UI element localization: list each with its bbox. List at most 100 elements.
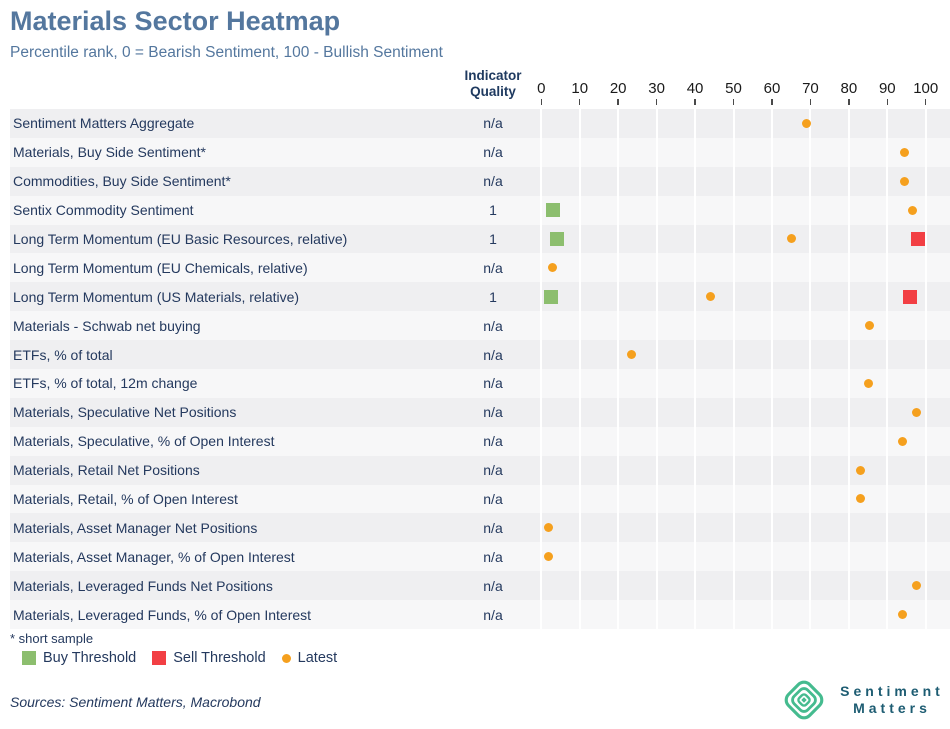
gridline	[655, 195, 658, 225]
indicator-quality-header-line1: Indicator	[464, 68, 522, 83]
x-axis-tick-mark	[732, 99, 735, 105]
gridline	[809, 571, 812, 601]
gridline	[770, 600, 773, 629]
gridline	[617, 426, 620, 456]
x-axis-tick-label: 50	[725, 80, 742, 97]
gridline	[886, 109, 889, 138]
gridline	[655, 340, 658, 369]
row-quality-value: n/a	[483, 404, 503, 421]
footnote: * short sample	[10, 631, 94, 646]
gridline	[617, 571, 620, 601]
gridline	[809, 542, 812, 572]
gridline	[770, 166, 773, 196]
gridline	[578, 397, 581, 427]
gridline	[540, 109, 543, 138]
table-row: Materials, Asset Manager Net Positions n/…	[10, 513, 950, 543]
gridline	[732, 282, 735, 312]
x-axis-tick-label: 80	[840, 80, 858, 97]
legend-label: Buy Threshold	[43, 650, 137, 666]
gridline	[617, 600, 620, 629]
gridline	[578, 224, 581, 254]
row-label: Materials, Retail, % of Open Interest	[13, 490, 238, 507]
gridline	[694, 166, 697, 196]
gridline	[540, 253, 543, 283]
buy-threshold-marker	[545, 203, 560, 218]
gridline	[847, 340, 850, 369]
legend-item: Latest	[281, 650, 338, 666]
gridline	[770, 195, 773, 225]
gridline	[924, 224, 927, 254]
sources-note: Sources: Sentiment Matters, Macrobond	[10, 694, 261, 710]
row-quality-value: n/a	[483, 375, 503, 392]
gridline	[924, 137, 927, 167]
table-row: ETFs, % of total n/a	[10, 340, 950, 369]
row-label: Sentix Commodity Sentiment	[13, 202, 194, 219]
gridline	[809, 455, 812, 485]
gridline	[617, 311, 620, 341]
gridline	[540, 224, 543, 254]
row-quality-value: n/a	[483, 577, 503, 594]
row-label: Materials, Leveraged Funds, % of Open In…	[13, 606, 312, 623]
row-quality-value: n/a	[483, 346, 503, 363]
gridline	[886, 397, 889, 427]
gridline	[617, 282, 620, 312]
latest-marker	[855, 494, 865, 504]
table-row: Long Term Momentum (EU Chemicals, relati…	[10, 253, 950, 283]
gridline	[847, 224, 850, 254]
gridline	[770, 369, 773, 398]
gridline	[924, 426, 927, 456]
gridline	[847, 571, 850, 601]
gridline	[770, 282, 773, 312]
latest-marker	[865, 321, 875, 331]
gridline	[540, 571, 543, 601]
x-axis-tick-label: 20	[609, 80, 627, 97]
row-quality-value: n/a	[483, 462, 503, 479]
gridline	[578, 340, 581, 369]
row-label: Materials, Asset Manager Net Positions	[13, 519, 258, 536]
gridline	[655, 369, 658, 398]
gridline	[694, 109, 697, 138]
row-quality-value: 1	[489, 202, 497, 219]
gridline	[655, 282, 658, 312]
legend: Buy Threshold Sell Threshold Latest	[22, 650, 337, 666]
x-axis-tick-mark	[771, 99, 773, 105]
gridline	[655, 397, 658, 427]
heatmap-rows: Sentiment Matters Aggregate n/a Materials,…	[10, 109, 950, 629]
sell-threshold-marker	[911, 231, 926, 246]
gridline	[847, 311, 850, 341]
gridline	[540, 340, 543, 369]
row-quality-value: n/a	[483, 317, 503, 334]
gridline	[847, 369, 850, 398]
gridline	[924, 455, 927, 485]
logo-wordmark: Sentiment Matters	[833, 683, 950, 717]
sentiment-matters-logo: Sentiment Matters	[783, 679, 950, 721]
gridline	[578, 513, 581, 543]
gridline	[847, 426, 850, 456]
x-axis-tick-label: 60	[763, 80, 781, 97]
gridline	[540, 311, 543, 341]
gridline	[809, 166, 812, 196]
row-label: Long Term Momentum (EU Basic Resources, …	[13, 230, 348, 247]
row-label: Materials, Leveraged Funds Net Positions	[13, 577, 273, 594]
legend-swatch-square	[152, 651, 167, 665]
row-label: ETFs, % of total	[13, 346, 113, 363]
legend-label: Latest	[297, 650, 338, 666]
gridline	[732, 513, 735, 543]
legend-swatch-square	[22, 651, 36, 665]
x-axis-tick-label: 90	[878, 80, 896, 97]
x-axis-tick-label: 10	[571, 80, 589, 97]
gridline	[732, 195, 735, 225]
gridline	[886, 426, 889, 456]
row-quality-value: n/a	[483, 259, 503, 276]
gridline	[540, 397, 543, 427]
gridline	[809, 340, 812, 369]
gridline	[886, 369, 889, 398]
row-label: Materials, Speculative, % of Open Intere…	[13, 433, 275, 450]
gridline	[770, 340, 773, 369]
x-axis-tick-mark	[655, 99, 658, 105]
row-quality-value: n/a	[483, 519, 503, 536]
gridline	[886, 137, 889, 167]
gridline	[655, 311, 658, 341]
table-row: Long Term Momentum (US Materials, relati…	[10, 282, 950, 312]
indicator-quality-header: Indicator Quality	[448, 68, 538, 100]
